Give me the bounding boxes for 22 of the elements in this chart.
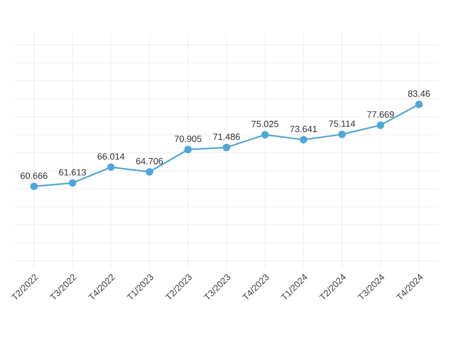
- data-label: 75.025: [252, 120, 278, 128]
- data-label: 73.641: [290, 126, 317, 132]
- point: [68, 179, 76, 187]
- data-label: 66.014: [98, 153, 124, 160]
- point: [222, 144, 230, 152]
- data-label: 75.114: [329, 120, 356, 127]
- data-label: 71.486: [213, 134, 240, 140]
- point: [146, 168, 154, 176]
- data-label: 60.666: [20, 172, 48, 179]
- data-label: 61.613: [59, 169, 86, 176]
- data-label: 83.46: [408, 90, 430, 97]
- data-label: 64.706: [136, 158, 163, 164]
- point: [415, 100, 423, 108]
- point: [300, 136, 308, 144]
- point: [30, 182, 38, 190]
- data-label: 77.669: [367, 111, 394, 118]
- point: [376, 121, 384, 129]
- point: [107, 163, 115, 171]
- point: [338, 130, 346, 138]
- point: [261, 130, 269, 138]
- data-label: 70.905: [174, 136, 202, 142]
- point: [184, 146, 192, 154]
